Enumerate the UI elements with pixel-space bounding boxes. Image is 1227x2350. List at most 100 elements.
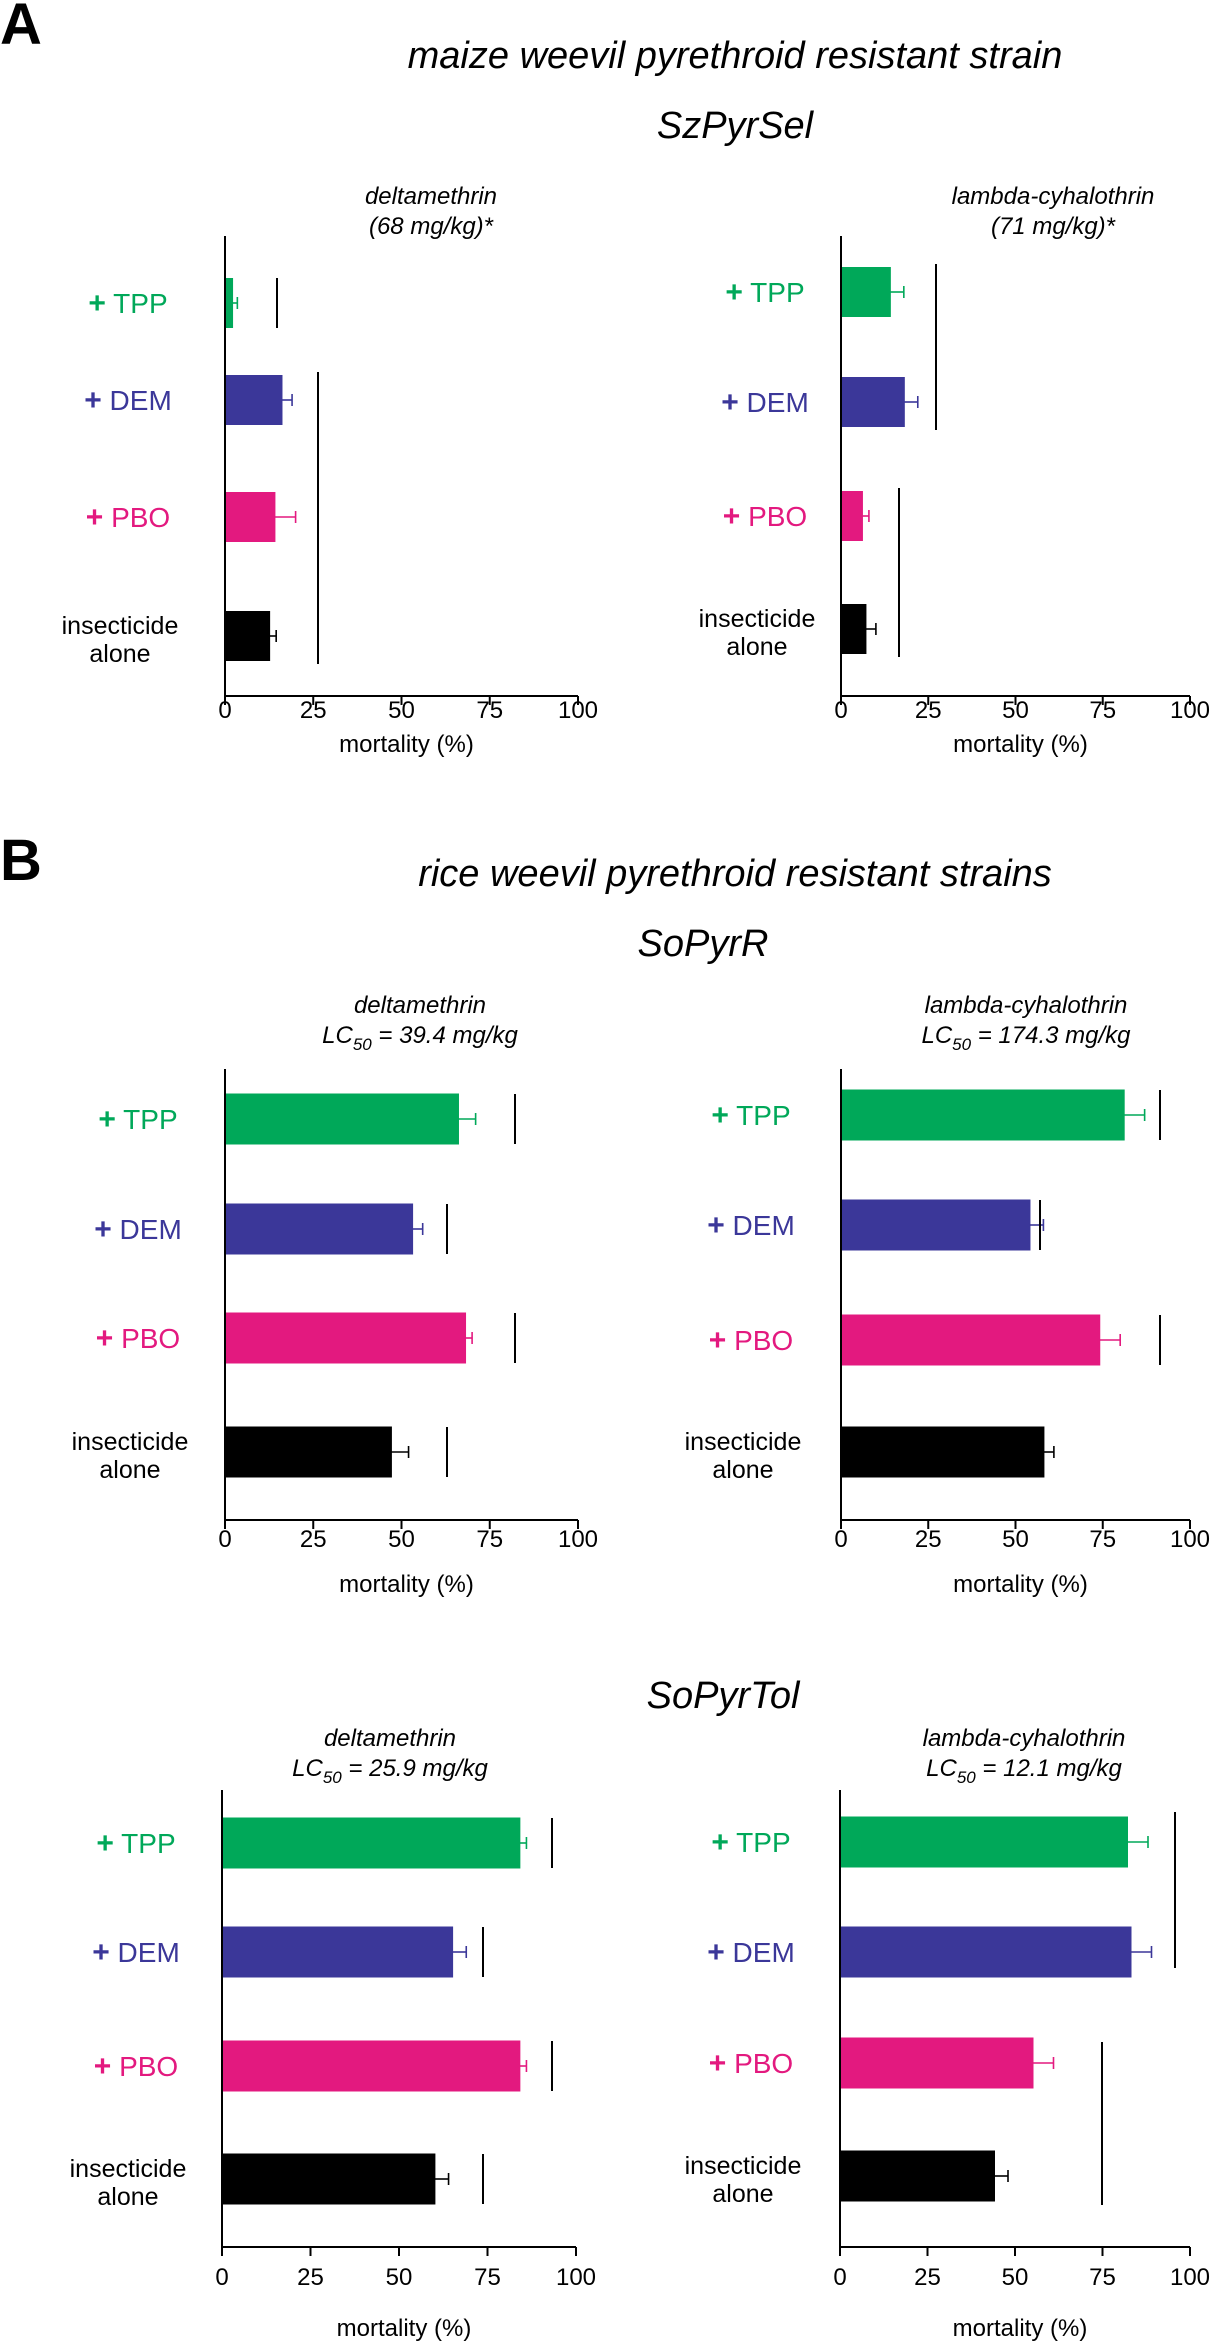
bar (223, 2040, 521, 2092)
x-tick-label: 0 (834, 697, 847, 724)
x-tick-label: 75 (474, 2264, 501, 2291)
x-tick-label: 50 (1002, 2264, 1029, 2291)
x-tick-label: 75 (1089, 1526, 1116, 1553)
bar (842, 1426, 1045, 1478)
bar (842, 267, 891, 317)
category-label: + PBO (723, 500, 807, 533)
category-label: + DEM (92, 1936, 180, 1969)
category-label: + TPP (725, 276, 804, 309)
panel-a-title: maize weevil pyrethroid resistant strain (408, 35, 1063, 77)
chart-5: deltamethrin LC50 = 25.9 mg/kg 0 25 50 75 100 m… (70, 1725, 596, 2342)
bar (226, 492, 276, 542)
x-axis-label: mortality (%) (953, 731, 1088, 758)
bar (226, 611, 271, 661)
x-tick-label: 0 (834, 1526, 847, 1553)
category-label: insecticide (70, 2155, 187, 2183)
bar (223, 2153, 436, 2205)
x-tick-label: 100 (1170, 2264, 1210, 2291)
bar (842, 377, 905, 427)
bar (226, 1093, 459, 1145)
x-axis-label: mortality (%) (953, 1571, 1088, 1598)
chart-title-dose: LC50 = 25.9 mg/kg (292, 1755, 488, 1787)
x-tick-label: 50 (386, 2264, 413, 2291)
category-label: + PBO (709, 2047, 793, 2080)
category-label: alone (712, 2180, 773, 2208)
bar (842, 604, 867, 654)
x-tick-label: 75 (1089, 2264, 1116, 2291)
category-label: + DEM (84, 384, 172, 417)
x-tick-label: 0 (218, 1526, 231, 1553)
x-tick-label: 100 (556, 2264, 596, 2291)
chart-title-dose: (68 mg/kg)* (369, 213, 494, 240)
category-label: + TPP (96, 1827, 175, 1860)
bar (226, 375, 283, 425)
x-tick-label: 25 (915, 1526, 942, 1553)
bar (841, 2150, 995, 2202)
bar (842, 1089, 1125, 1141)
category-label: + PBO (86, 501, 170, 534)
bar (841, 1926, 1132, 1978)
category-label: alone (89, 640, 150, 668)
chart-title-insecticide: lambda-cyhalothrin (952, 183, 1155, 210)
chart-title-insecticide: deltamethrin (324, 1725, 456, 1752)
category-label: insecticide (685, 2152, 802, 2180)
x-axis-label: mortality (%) (339, 731, 474, 758)
category-label: + DEM (94, 1213, 182, 1246)
category-label: + DEM (707, 1936, 795, 1969)
category-label: insecticide (699, 605, 816, 633)
bar (842, 1314, 1101, 1366)
category-label: insecticide (685, 1428, 802, 1456)
bar (223, 1926, 454, 1978)
x-axis-label: mortality (%) (953, 2315, 1088, 2342)
x-tick-label: 0 (215, 2264, 228, 2291)
category-label: alone (97, 2183, 158, 2211)
x-axis-label: mortality (%) (337, 2315, 472, 2342)
chart-title-dose: LC50 = 174.3 mg/kg (921, 1022, 1131, 1054)
chart-title-insecticide: lambda-cyhalothrin (925, 992, 1128, 1019)
strain-sopyrr-label: SoPyrR (638, 923, 769, 965)
chart-2: lambda-cyhalothrin (71 mg/kg)* 0 25 50 75 100 m… (699, 183, 1210, 758)
x-tick-label: 50 (1002, 697, 1029, 724)
panel-b-letter: B (0, 828, 42, 893)
chart-1: deltamethrin (68 mg/kg)* 0 25 50 75 100 mortali… (62, 183, 598, 758)
bar (842, 1199, 1031, 1251)
category-label: insecticide (72, 1428, 189, 1456)
x-tick-label: 100 (1170, 697, 1210, 724)
x-tick-label: 25 (300, 697, 327, 724)
category-label: + TPP (88, 287, 167, 320)
category-label: insecticide (62, 612, 179, 640)
chart-4: lambda-cyhalothrin LC50 = 174.3 mg/kg 0 25 5… (685, 992, 1210, 1598)
chart-title-insecticide: deltamethrin (365, 183, 497, 210)
x-tick-label: 50 (388, 1526, 415, 1553)
x-axis-label: mortality (%) (339, 1571, 474, 1598)
panel-b-title: rice weevil pyrethroid resistant strains (418, 853, 1052, 895)
bar (226, 1426, 392, 1478)
category-label: + DEM (707, 1209, 795, 1242)
category-label: alone (726, 633, 787, 661)
category-label: + DEM (721, 386, 809, 419)
chart-3: deltamethrin LC50 = 39.4 mg/kg 0 25 50 75 100 m… (72, 992, 598, 1598)
bar (841, 1816, 1128, 1868)
charts-layer: deltamethrin (68 mg/kg)* 0 25 50 75 100 mortali… (62, 183, 1210, 2342)
x-tick-label: 75 (476, 1526, 503, 1553)
category-label: + PBO (709, 1324, 793, 1357)
category-label: + PBO (94, 2050, 178, 2083)
x-tick-label: 100 (558, 697, 598, 724)
x-tick-label: 50 (388, 697, 415, 724)
x-tick-label: 25 (914, 2264, 941, 2291)
category-label: + TPP (98, 1103, 177, 1136)
chart-title-insecticide: lambda-cyhalothrin (923, 1725, 1126, 1752)
x-tick-label: 75 (1089, 697, 1116, 724)
bar (841, 2037, 1034, 2089)
x-tick-label: 100 (558, 1526, 598, 1553)
category-label: + TPP (711, 1826, 790, 1859)
x-tick-label: 25 (297, 2264, 324, 2291)
x-tick-label: 0 (218, 697, 231, 724)
x-tick-label: 50 (1002, 1526, 1029, 1553)
x-tick-label: 25 (300, 1526, 327, 1553)
category-label: alone (712, 1456, 773, 1484)
category-label: + TPP (711, 1099, 790, 1132)
chart-title-dose: (71 mg/kg)* (991, 213, 1116, 240)
x-tick-label: 75 (476, 697, 503, 724)
